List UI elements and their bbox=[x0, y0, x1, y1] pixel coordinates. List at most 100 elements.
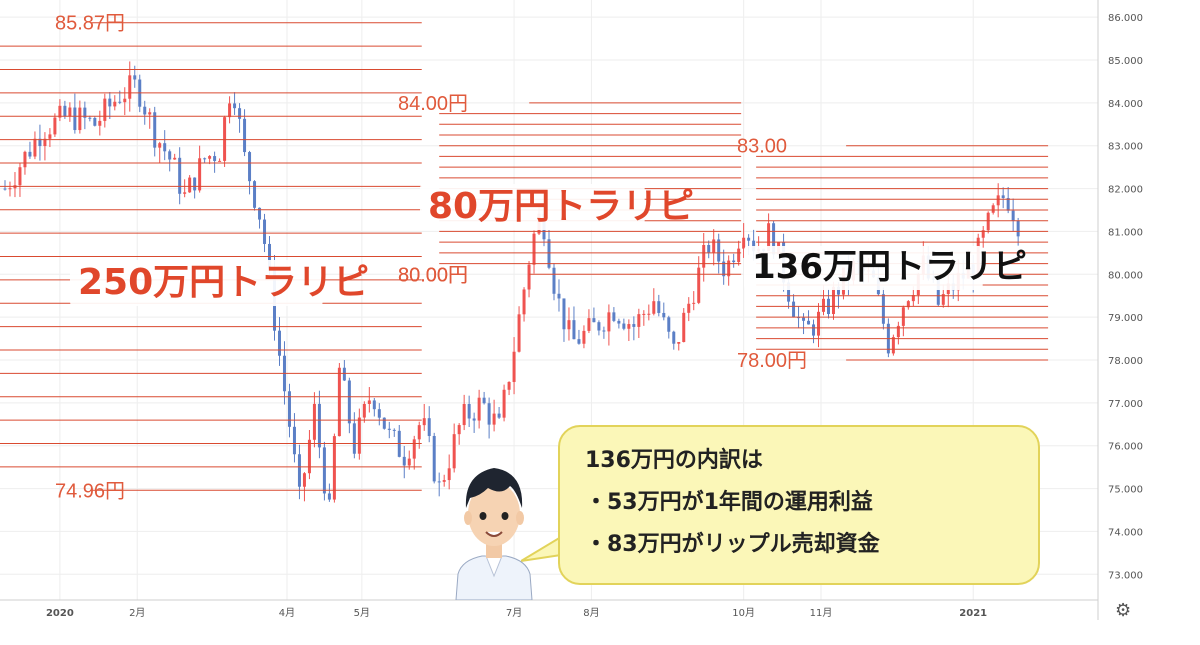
candle-body bbox=[243, 118, 247, 153]
candle-body bbox=[88, 117, 92, 119]
candle-body bbox=[677, 341, 681, 344]
callout-line-1: 136万円の内訳は bbox=[585, 448, 763, 473]
candle-body bbox=[23, 151, 27, 168]
trap-title-bg bbox=[70, 260, 323, 306]
candle-body bbox=[103, 98, 107, 121]
candle-body bbox=[432, 436, 436, 482]
candle-body bbox=[901, 307, 905, 326]
candle-body bbox=[831, 286, 835, 315]
candle-body bbox=[238, 108, 242, 119]
candle-body bbox=[48, 134, 52, 139]
candle-body bbox=[996, 195, 1000, 206]
candle-body bbox=[492, 413, 496, 425]
candle-body bbox=[208, 156, 212, 159]
y-tick-label: 77.000 bbox=[1108, 399, 1143, 410]
candle-body bbox=[822, 298, 825, 312]
trap-top-label: 84.00円 bbox=[398, 93, 468, 115]
trap-zone-title: 250万円トラリピ bbox=[78, 262, 369, 303]
candle-body bbox=[143, 106, 147, 115]
trap-mid-label: 80.00円 bbox=[398, 264, 468, 286]
candle-body bbox=[462, 404, 466, 426]
x-tick-label: 10月 bbox=[732, 607, 755, 619]
candle-body bbox=[587, 318, 591, 331]
y-tick-label: 78.000 bbox=[1108, 356, 1143, 367]
candle-body bbox=[742, 237, 746, 249]
candle-body bbox=[472, 418, 476, 421]
candle-body bbox=[183, 192, 187, 194]
candle-body bbox=[592, 318, 596, 323]
candle-body bbox=[417, 425, 421, 440]
candle-body bbox=[547, 239, 551, 268]
candle-body bbox=[667, 317, 671, 332]
candle-body bbox=[752, 240, 756, 252]
candle-body bbox=[53, 117, 57, 135]
candle-body bbox=[647, 313, 651, 315]
businessman-avatar bbox=[455, 468, 533, 600]
candle-body bbox=[58, 105, 62, 118]
candle-body bbox=[607, 312, 611, 332]
x-tick-label: 8月 bbox=[583, 607, 599, 619]
candle-body bbox=[637, 314, 641, 327]
candle-body bbox=[83, 107, 87, 118]
candle-body bbox=[327, 493, 331, 500]
candle-body bbox=[502, 389, 506, 418]
candle-body bbox=[497, 413, 501, 418]
candle-body bbox=[332, 436, 336, 500]
candle-body bbox=[3, 188, 7, 190]
candle-body bbox=[392, 429, 396, 431]
candle-body bbox=[911, 295, 915, 302]
candle-body bbox=[817, 311, 821, 336]
candle-body bbox=[627, 324, 631, 329]
candle-body bbox=[407, 458, 411, 466]
candle-body bbox=[198, 158, 202, 191]
y-tick-label: 76.000 bbox=[1108, 442, 1143, 453]
candle-body bbox=[577, 339, 581, 344]
candle-body bbox=[792, 301, 796, 318]
candle-body bbox=[377, 409, 381, 418]
candle-body bbox=[712, 239, 716, 253]
candle-body bbox=[292, 426, 296, 455]
candle-body bbox=[662, 312, 666, 318]
y-tick-label: 85.000 bbox=[1108, 56, 1143, 67]
candle-body bbox=[352, 423, 356, 454]
trap-title-bg bbox=[420, 184, 645, 230]
candle-body bbox=[532, 233, 536, 265]
candle-body bbox=[168, 151, 172, 160]
candle-body bbox=[98, 120, 102, 126]
candle-body bbox=[707, 245, 711, 253]
candle-body bbox=[697, 267, 701, 303]
candle-body bbox=[28, 151, 32, 157]
candle-body bbox=[347, 380, 351, 424]
candle-body bbox=[188, 177, 192, 193]
candle-body bbox=[652, 301, 656, 314]
candle-body bbox=[787, 282, 791, 302]
candle-body bbox=[128, 75, 132, 99]
gear-icon[interactable]: ⚙ bbox=[1115, 600, 1132, 621]
candle-body bbox=[248, 152, 252, 182]
candle-body bbox=[297, 454, 301, 487]
candle-body bbox=[8, 188, 12, 190]
candle-body bbox=[517, 314, 521, 352]
candle-body bbox=[302, 473, 306, 487]
candle-body bbox=[772, 223, 776, 255]
candle-body bbox=[732, 260, 736, 263]
candle-body bbox=[163, 143, 167, 152]
candle-body bbox=[33, 138, 37, 157]
candle-body bbox=[632, 324, 636, 327]
axes bbox=[0, 0, 1099, 620]
candle-body bbox=[148, 112, 152, 115]
candle-body bbox=[687, 303, 691, 313]
candle-body bbox=[337, 367, 341, 437]
x-tick-label: 2月 bbox=[129, 607, 145, 619]
y-tick-label: 82.000 bbox=[1108, 185, 1143, 196]
candle-body bbox=[73, 107, 77, 131]
candle-body bbox=[357, 417, 361, 454]
y-tick-label: 80.000 bbox=[1108, 270, 1143, 281]
y-tick-label: 75.000 bbox=[1108, 485, 1143, 496]
y-tick-label: 81.000 bbox=[1108, 227, 1143, 238]
candle-body bbox=[572, 320, 576, 340]
callout-line-3: ・83万円がリップル売却資金 bbox=[585, 532, 880, 557]
trap-bottom-label: 78.00円 bbox=[737, 350, 807, 372]
candle-body bbox=[63, 105, 67, 117]
y-tick-label: 73.000 bbox=[1108, 570, 1143, 581]
